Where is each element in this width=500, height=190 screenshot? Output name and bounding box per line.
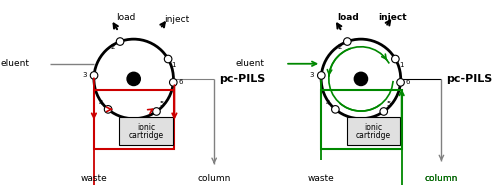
Text: 6: 6 bbox=[406, 79, 410, 85]
Text: inject: inject bbox=[164, 14, 189, 24]
Text: 4: 4 bbox=[326, 100, 330, 106]
Circle shape bbox=[90, 72, 98, 79]
Text: pc-PILS: pc-PILS bbox=[219, 74, 265, 84]
Text: waste: waste bbox=[308, 174, 334, 183]
Text: 6: 6 bbox=[178, 79, 183, 85]
Text: 1: 1 bbox=[172, 62, 176, 68]
Circle shape bbox=[152, 108, 160, 115]
Text: load: load bbox=[337, 13, 358, 22]
Text: 1: 1 bbox=[399, 62, 404, 68]
Bar bbox=[321, 90, 402, 149]
Text: column: column bbox=[424, 174, 458, 183]
Circle shape bbox=[170, 79, 177, 86]
Text: column: column bbox=[424, 174, 458, 183]
Text: inject: inject bbox=[378, 13, 406, 22]
Text: column: column bbox=[198, 174, 231, 183]
Text: cartridge: cartridge bbox=[128, 131, 164, 140]
Text: 5: 5 bbox=[386, 101, 390, 107]
Circle shape bbox=[104, 106, 112, 113]
Text: load: load bbox=[116, 13, 136, 22]
Text: waste: waste bbox=[80, 174, 108, 183]
Circle shape bbox=[332, 106, 339, 113]
Circle shape bbox=[94, 39, 174, 119]
Circle shape bbox=[392, 55, 399, 63]
Text: ionic: ionic bbox=[364, 123, 382, 132]
Circle shape bbox=[397, 79, 404, 86]
Bar bbox=[120, 117, 172, 145]
Circle shape bbox=[354, 72, 368, 86]
Circle shape bbox=[380, 108, 388, 115]
Circle shape bbox=[318, 72, 325, 79]
Circle shape bbox=[116, 38, 124, 45]
Circle shape bbox=[321, 39, 400, 119]
Text: pc-PILS: pc-PILS bbox=[446, 74, 492, 84]
Circle shape bbox=[344, 38, 351, 45]
Circle shape bbox=[127, 72, 140, 86]
Text: 2: 2 bbox=[110, 44, 114, 50]
Text: 2: 2 bbox=[338, 44, 342, 50]
Text: 3: 3 bbox=[310, 72, 314, 78]
Text: 4: 4 bbox=[98, 100, 102, 106]
Text: ionic: ionic bbox=[137, 123, 155, 132]
Text: cartridge: cartridge bbox=[356, 131, 391, 140]
Circle shape bbox=[164, 55, 172, 63]
Text: 3: 3 bbox=[82, 72, 87, 78]
Text: eluent: eluent bbox=[236, 59, 264, 68]
Bar bbox=[346, 117, 400, 145]
Text: eluent: eluent bbox=[0, 59, 29, 68]
Text: 5: 5 bbox=[159, 101, 164, 107]
Bar bbox=[94, 90, 174, 149]
